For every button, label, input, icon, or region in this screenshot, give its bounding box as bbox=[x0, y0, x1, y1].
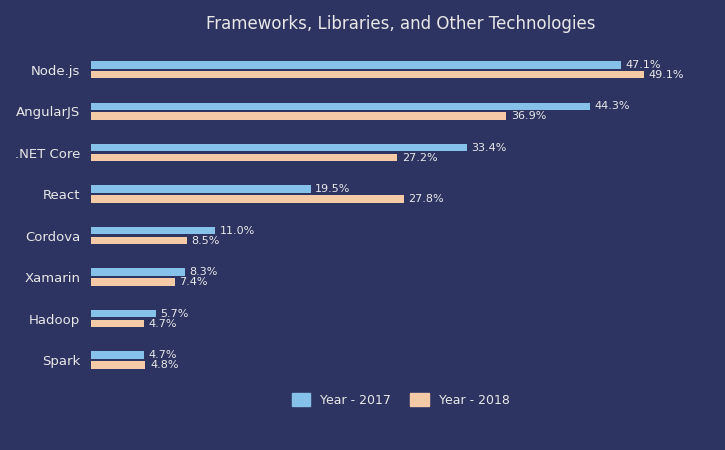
Text: 11.0%: 11.0% bbox=[220, 225, 255, 236]
Text: 4.8%: 4.8% bbox=[150, 360, 178, 370]
Text: 8.3%: 8.3% bbox=[189, 267, 217, 277]
Bar bbox=[91, 61, 621, 68]
Bar bbox=[91, 112, 507, 120]
Bar bbox=[91, 320, 144, 327]
Text: 4.7%: 4.7% bbox=[149, 350, 178, 360]
Text: 5.7%: 5.7% bbox=[160, 309, 188, 319]
Text: 8.5%: 8.5% bbox=[191, 236, 220, 246]
Text: 49.1%: 49.1% bbox=[648, 70, 684, 80]
Bar bbox=[91, 185, 311, 193]
Text: 44.3%: 44.3% bbox=[594, 101, 630, 111]
Bar bbox=[91, 154, 397, 162]
Bar bbox=[91, 71, 644, 78]
Text: 7.4%: 7.4% bbox=[179, 277, 207, 287]
Text: 33.4%: 33.4% bbox=[471, 143, 507, 153]
Legend: Year - 2017, Year - 2018: Year - 2017, Year - 2018 bbox=[287, 388, 515, 412]
Bar bbox=[91, 310, 156, 317]
Bar bbox=[91, 144, 467, 152]
Bar bbox=[91, 268, 185, 276]
Bar bbox=[91, 227, 215, 234]
Text: 19.5%: 19.5% bbox=[315, 184, 351, 194]
Text: 27.8%: 27.8% bbox=[409, 194, 444, 204]
Bar bbox=[91, 237, 187, 244]
Text: 47.1%: 47.1% bbox=[626, 60, 661, 70]
Text: 27.2%: 27.2% bbox=[402, 153, 437, 162]
Bar bbox=[91, 361, 146, 369]
Bar bbox=[91, 195, 404, 203]
Text: 36.9%: 36.9% bbox=[511, 111, 547, 121]
Title: Frameworks, Libraries, and Other Technologies: Frameworks, Libraries, and Other Technol… bbox=[206, 15, 595, 33]
Bar bbox=[91, 103, 589, 110]
Text: 4.7%: 4.7% bbox=[149, 319, 178, 328]
Bar bbox=[91, 278, 175, 286]
Bar bbox=[91, 351, 144, 359]
